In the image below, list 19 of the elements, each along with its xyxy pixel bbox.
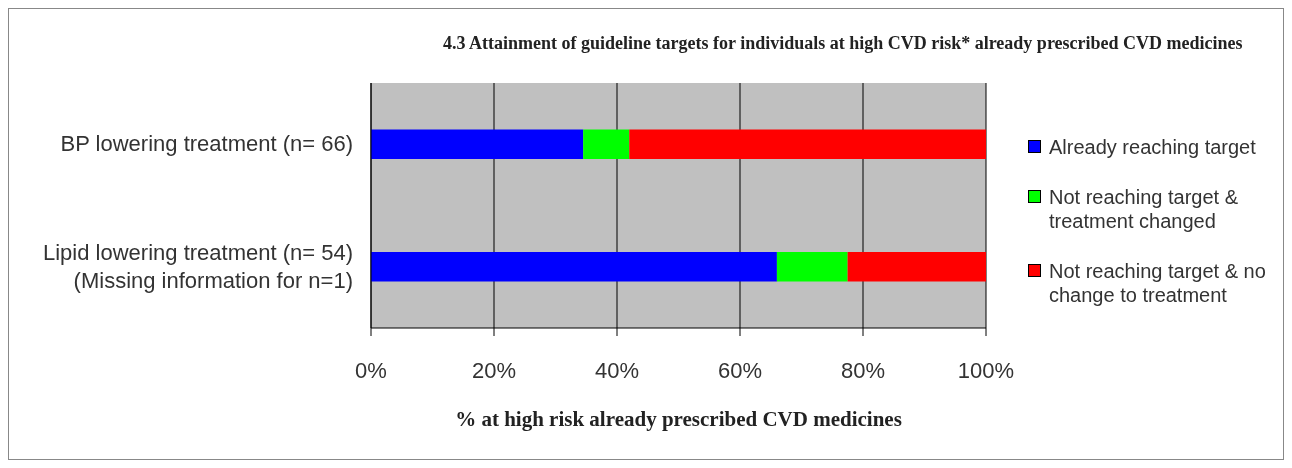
chart-title: 4.3 Attainment of guideline targets for individuals at high CVD risk* already prescribed CVD medicines — [443, 33, 1243, 54]
x-tick-label: 0% — [355, 357, 387, 383]
x-tick-label: 80% — [840, 357, 886, 383]
bar — [847, 252, 986, 282]
legend-label: Already reaching target — [1049, 135, 1256, 159]
legend-label: Not reaching target & no change to treatment — [1049, 259, 1267, 307]
bar — [371, 252, 777, 282]
legend-label: Not reaching target & treatment changed — [1049, 185, 1239, 233]
x-axis-title: % at high risk already prescribed CVD medicines — [455, 407, 902, 431]
bar — [583, 129, 630, 159]
bar — [371, 129, 584, 159]
y-tick-label: Lipid lowering treatment (n= 54) (Missing information for n=1) — [43, 239, 353, 293]
x-tick-label: 60% — [717, 357, 763, 383]
x-tick-label: 100% — [957, 357, 1015, 383]
bar — [629, 129, 986, 159]
x-tick-label: 40% — [594, 357, 640, 383]
x-tick-label: 20% — [471, 357, 517, 383]
bar — [776, 252, 848, 282]
y-tick-label: BP lowering treatment (n= 66) — [60, 131, 353, 157]
